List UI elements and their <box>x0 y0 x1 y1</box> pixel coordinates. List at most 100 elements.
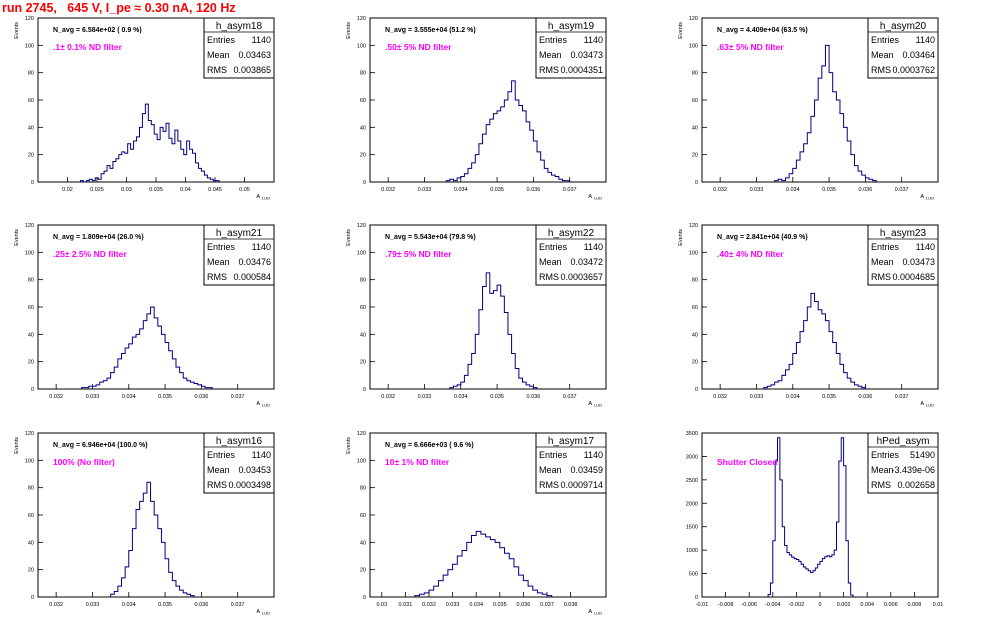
y-tick-label: 0 <box>363 180 366 186</box>
x-tick-label: 0.037 <box>563 394 577 400</box>
x-tick-label: 0.033 <box>750 187 764 193</box>
stat-label: RMS <box>539 272 559 282</box>
stat-label: Mean <box>871 257 894 267</box>
y-tick-label: 3000 <box>686 454 698 460</box>
stats-box <box>535 17 607 79</box>
stat-mean: 0.03473 <box>570 50 603 60</box>
x-axis-label: A LUD <box>920 401 934 408</box>
stat-rms: 0.002658 <box>897 480 935 490</box>
navg-label: N_avg = 6.584e+02 ( 0.9 %) <box>53 27 142 34</box>
x-tick-label: 0.035 <box>493 602 507 608</box>
stats-box <box>867 17 939 79</box>
navg-label: N_avg = 2.841e+04 (40.9 %) <box>717 234 808 241</box>
y-tick-label: 20 <box>360 153 366 159</box>
x-tick-label: 0.03 <box>121 187 132 193</box>
stat-label: RMS <box>207 272 227 282</box>
stat-label: Entries <box>871 242 900 252</box>
navg-label: N_avg = 6.946e+04 (100.0 %) <box>53 442 148 449</box>
y-tick-label: 80 <box>360 278 366 284</box>
x-tick-label: 0.034 <box>122 602 136 608</box>
x-tick-label: 0.032 <box>381 187 395 193</box>
y-tick-label: 0 <box>363 595 366 601</box>
y-tick-label: 60 <box>28 98 34 104</box>
stats-box <box>203 224 275 286</box>
stat-label: Entries <box>871 450 900 460</box>
x-tick-label: -0.01 <box>696 602 709 608</box>
y-tick-label: 1000 <box>686 548 698 554</box>
stat-mean: 0.03453 <box>238 465 271 475</box>
stat-label: Mean <box>539 50 562 60</box>
filter-label: .63± 5% ND filter <box>717 42 784 52</box>
stat-rms: 0.0003657 <box>560 272 603 282</box>
stats-box <box>867 224 939 286</box>
y-tick-label: 40 <box>360 125 366 131</box>
x-tick-label: 0.036 <box>195 602 209 608</box>
stat-label: Entries <box>207 35 236 45</box>
stat-rms: 0.0009714 <box>560 480 603 490</box>
filter-label: .50± 5% ND filter <box>385 42 452 52</box>
stat-label: Entries <box>871 35 900 45</box>
y-tick-label: 120 <box>357 16 366 22</box>
stat-entries: 1140 <box>252 35 271 45</box>
histogram-series <box>414 530 553 597</box>
y-tick-label: 60 <box>692 305 698 311</box>
y-tick-label: 80 <box>360 71 366 77</box>
x-axis-label: A LUD <box>588 609 602 616</box>
y-tick-label: 80 <box>692 71 698 77</box>
y-tick-label: 60 <box>360 513 366 519</box>
x-tick-label: 0.035 <box>158 602 172 608</box>
y-tick-label: 40 <box>692 332 698 338</box>
stat-label: Entries <box>207 242 236 252</box>
x-tick-label: -0.004 <box>765 602 781 608</box>
stat-mean: 0.03463 <box>238 50 271 60</box>
histogram-name: h_asym16 <box>216 436 263 447</box>
x-tick-label: 0.045 <box>208 187 222 193</box>
y-tick-label: 100 <box>25 458 34 464</box>
y-tick-label: 2000 <box>686 501 698 507</box>
stat-entries: 1140 <box>916 242 935 252</box>
x-tick-label: 0.035 <box>822 187 836 193</box>
stat-label: Mean <box>207 50 230 60</box>
x-tick-label: 0.035 <box>158 394 172 400</box>
y-tick-label: 0 <box>31 180 34 186</box>
x-tick-label: 0.034 <box>786 187 800 193</box>
stat-mean: -3.439e-06 <box>891 465 935 475</box>
stat-label: Mean <box>207 465 230 475</box>
x-tick-label: 0.035 <box>149 187 163 193</box>
stat-mean: 0.03464 <box>902 50 935 60</box>
x-tick-label: 0.031 <box>399 602 413 608</box>
filter-label: 100% (No filter) <box>53 457 115 467</box>
histogram-panel: 0 20 40 60 80 100 120 0.032 0.033 0.034 0.035 0.036… <box>346 223 607 408</box>
histogram-name: h_asym17 <box>548 436 595 447</box>
x-axis-label: A LUD <box>588 194 602 201</box>
filter-label: .25± 2.5% ND filter <box>53 249 127 259</box>
x-axis-label: A LUD <box>256 194 270 201</box>
stats-box <box>535 432 607 494</box>
x-tick-label: 0.036 <box>195 394 209 400</box>
y-tick-label: 100 <box>25 43 34 49</box>
x-tick-label: 0.036 <box>517 602 531 608</box>
x-tick-label: 0.032 <box>49 394 63 400</box>
stat-label: RMS <box>539 65 559 75</box>
stat-mean: 0.03459 <box>570 465 603 475</box>
x-tick-label: 0.036 <box>527 187 541 193</box>
x-tick-label: 0.033 <box>418 187 432 193</box>
y-tick-label: 100 <box>689 250 698 256</box>
histogram-panel: 0 20 40 60 80 100 120 0.03 0.031 0.032 0.033 0.034 0… <box>346 431 607 616</box>
x-tick-label: 0.02 <box>62 187 73 193</box>
stat-mean: 0.03476 <box>238 257 271 267</box>
x-tick-label: 0.03 <box>376 602 387 608</box>
stat-label: Entries <box>207 450 236 460</box>
x-tick-label: 0.037 <box>895 187 909 193</box>
x-axis-label: A LUD <box>256 401 270 408</box>
stats-box <box>867 432 939 494</box>
y-tick-label: 120 <box>357 223 366 229</box>
y-tick-label: 3500 <box>686 431 698 437</box>
y-tick-label: 60 <box>28 513 34 519</box>
stats-box <box>203 17 275 79</box>
x-tick-label: 0.037 <box>231 394 245 400</box>
x-tick-label: 0.032 <box>381 394 395 400</box>
x-tick-label: 0.002 <box>837 602 851 608</box>
x-tick-label: 0.01 <box>933 602 944 608</box>
histogram-name: h_asym18 <box>216 21 263 32</box>
